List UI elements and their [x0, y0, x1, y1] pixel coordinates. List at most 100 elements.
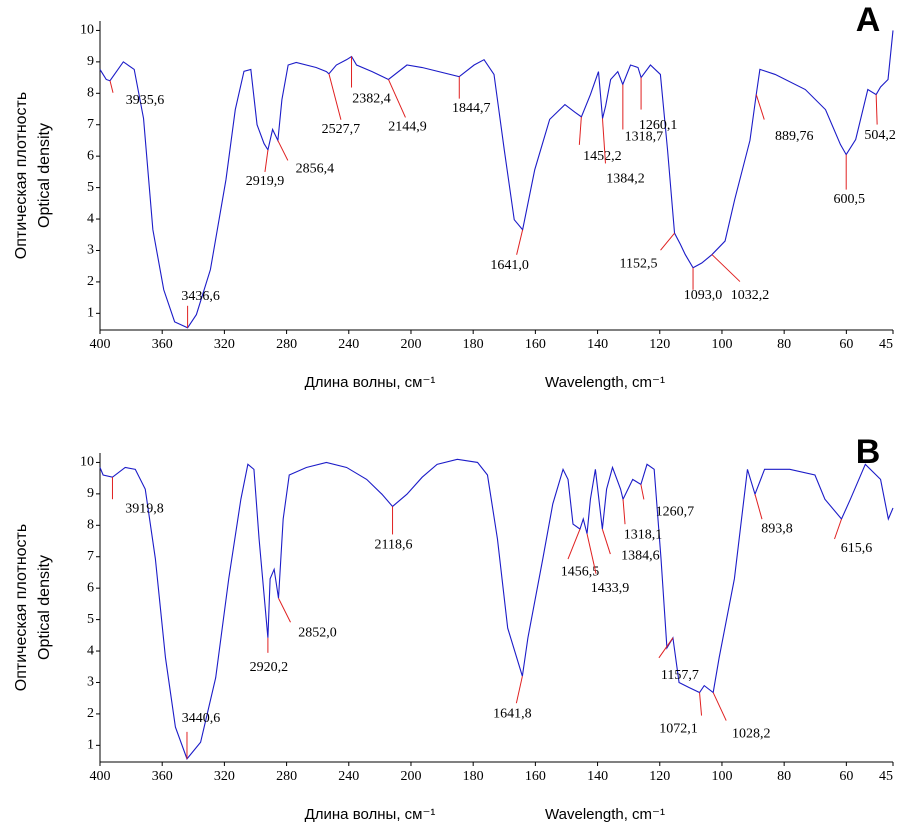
y-axis-label: Optical density	[36, 555, 53, 660]
peak-label: 3919,8	[125, 501, 164, 516]
peak-leader	[586, 533, 597, 574]
peak-label: 2382,4	[352, 92, 391, 107]
peak-leader	[277, 140, 289, 161]
peak-label: 1456,5	[561, 564, 600, 579]
peak-label: 1260,7	[656, 505, 695, 520]
peak-label: 615,6	[841, 541, 873, 556]
peak-label: 600,5	[833, 192, 865, 207]
peak-label: 889,76	[775, 129, 814, 144]
x-tick-label: 120	[649, 769, 670, 784]
peak-label: 1384,2	[606, 172, 645, 187]
x-tick-label: 240	[338, 337, 359, 352]
peak-leader	[660, 232, 675, 251]
y-tick-label: 6	[87, 580, 94, 595]
y-tick-label: 3	[87, 243, 94, 258]
y-axis-label: Оптическая плотность	[13, 92, 30, 259]
peak-label: 1641,8	[493, 706, 532, 721]
peak-label: 1641,0	[490, 258, 529, 273]
x-tick-label: 360	[152, 337, 173, 352]
x-tick-label: 60	[839, 769, 853, 784]
peak-leader	[755, 94, 765, 120]
peak-leader	[834, 518, 842, 540]
peak-label: 1384,6	[621, 548, 660, 563]
peak-leader	[658, 637, 674, 659]
peak-label: 504,2	[864, 128, 896, 143]
peak-leader	[109, 80, 114, 93]
peak-label: 1318,1	[624, 527, 663, 542]
x-tick-label: 280	[276, 769, 297, 784]
x-tick-label: 60	[839, 337, 853, 352]
y-tick-label: 2	[87, 706, 94, 721]
peak-label: 1318,7	[625, 130, 664, 145]
x-tick-label: 320	[214, 337, 235, 352]
x-tick-label: 160	[525, 337, 546, 352]
x-axis-label: Длина волны, см⁻¹	[305, 374, 436, 391]
y-tick-label: 4	[87, 211, 94, 226]
peak-label: 1844,7	[452, 101, 491, 116]
y-tick-label: 1	[87, 306, 94, 321]
peak-label: 1152,5	[620, 256, 658, 271]
peak-leader	[699, 692, 703, 716]
peak-label: 2920,2	[250, 660, 289, 675]
peak-label: 2144,9	[388, 120, 427, 135]
peak-leader	[515, 676, 523, 704]
peak-leader	[712, 692, 727, 721]
x-tick-label: 240	[338, 769, 359, 784]
spectrum-line	[99, 30, 894, 329]
peak-label: 2852,0	[298, 625, 337, 640]
x-tick-label: 140	[587, 337, 608, 352]
y-tick-label: 2	[87, 274, 94, 289]
peak-leader	[601, 528, 611, 555]
x-tick-label: 400	[90, 337, 111, 352]
spectrum-line	[99, 458, 894, 760]
x-tick-label: 45	[879, 337, 893, 352]
y-tick-label: 5	[87, 612, 94, 627]
peak-label: 1452,2	[583, 149, 622, 164]
y-tick-label: 7	[87, 549, 94, 564]
peak-label: 2527,7	[322, 122, 361, 137]
y-tick-label: 1	[87, 738, 94, 753]
peak-leader	[711, 254, 741, 282]
peak-label: 3436,6	[181, 289, 220, 304]
x-tick-label: 360	[152, 769, 173, 784]
y-axis-label: Optical density	[36, 123, 53, 228]
x-tick-label: 280	[276, 337, 297, 352]
peak-label: 2856,4	[296, 162, 335, 177]
y-tick-label: 9	[87, 486, 94, 501]
x-tick-label: 120	[649, 337, 670, 352]
x-tick-label: 160	[525, 769, 546, 784]
x-tick-label: 200	[400, 337, 421, 352]
x-tick-label: 45	[879, 769, 893, 784]
x-tick-label: 80	[777, 337, 791, 352]
peak-leader	[516, 229, 524, 255]
y-tick-label: 10	[80, 23, 94, 38]
peak-label: 2118,6	[375, 538, 413, 553]
peak-leader	[264, 149, 269, 172]
peak-label: 1032,2	[731, 288, 770, 303]
y-tick-label: 8	[87, 86, 94, 101]
x-tick-label: 180	[463, 769, 484, 784]
y-tick-label: 8	[87, 518, 94, 533]
peak-label: 1433,9	[591, 581, 630, 596]
y-tick-label: 9	[87, 54, 94, 69]
peak-leader	[278, 598, 291, 623]
peak-leader	[328, 73, 342, 120]
peak-leader	[622, 499, 626, 525]
x-tick-label: 80	[777, 769, 791, 784]
x-tick-label: 140	[587, 769, 608, 784]
y-tick-label: 6	[87, 148, 94, 163]
x-tick-label: 320	[214, 769, 235, 784]
peak-label: 1093,0	[684, 288, 723, 303]
y-axis-label: Оптическая плотность	[13, 524, 30, 691]
panel-label: B	[856, 433, 881, 471]
x-axis-label: Длина волны, см⁻¹	[305, 806, 436, 823]
x-axis-label: Wavelength, cm⁻¹	[545, 806, 665, 823]
peak-label: 1157,7	[661, 668, 699, 683]
peak-label: 3935,6	[126, 93, 165, 108]
y-tick-label: 10	[80, 455, 94, 470]
peak-label: 3440,6	[182, 711, 221, 726]
peak-label: 1072,1	[659, 722, 698, 737]
peak-label: 2919,9	[246, 174, 285, 189]
